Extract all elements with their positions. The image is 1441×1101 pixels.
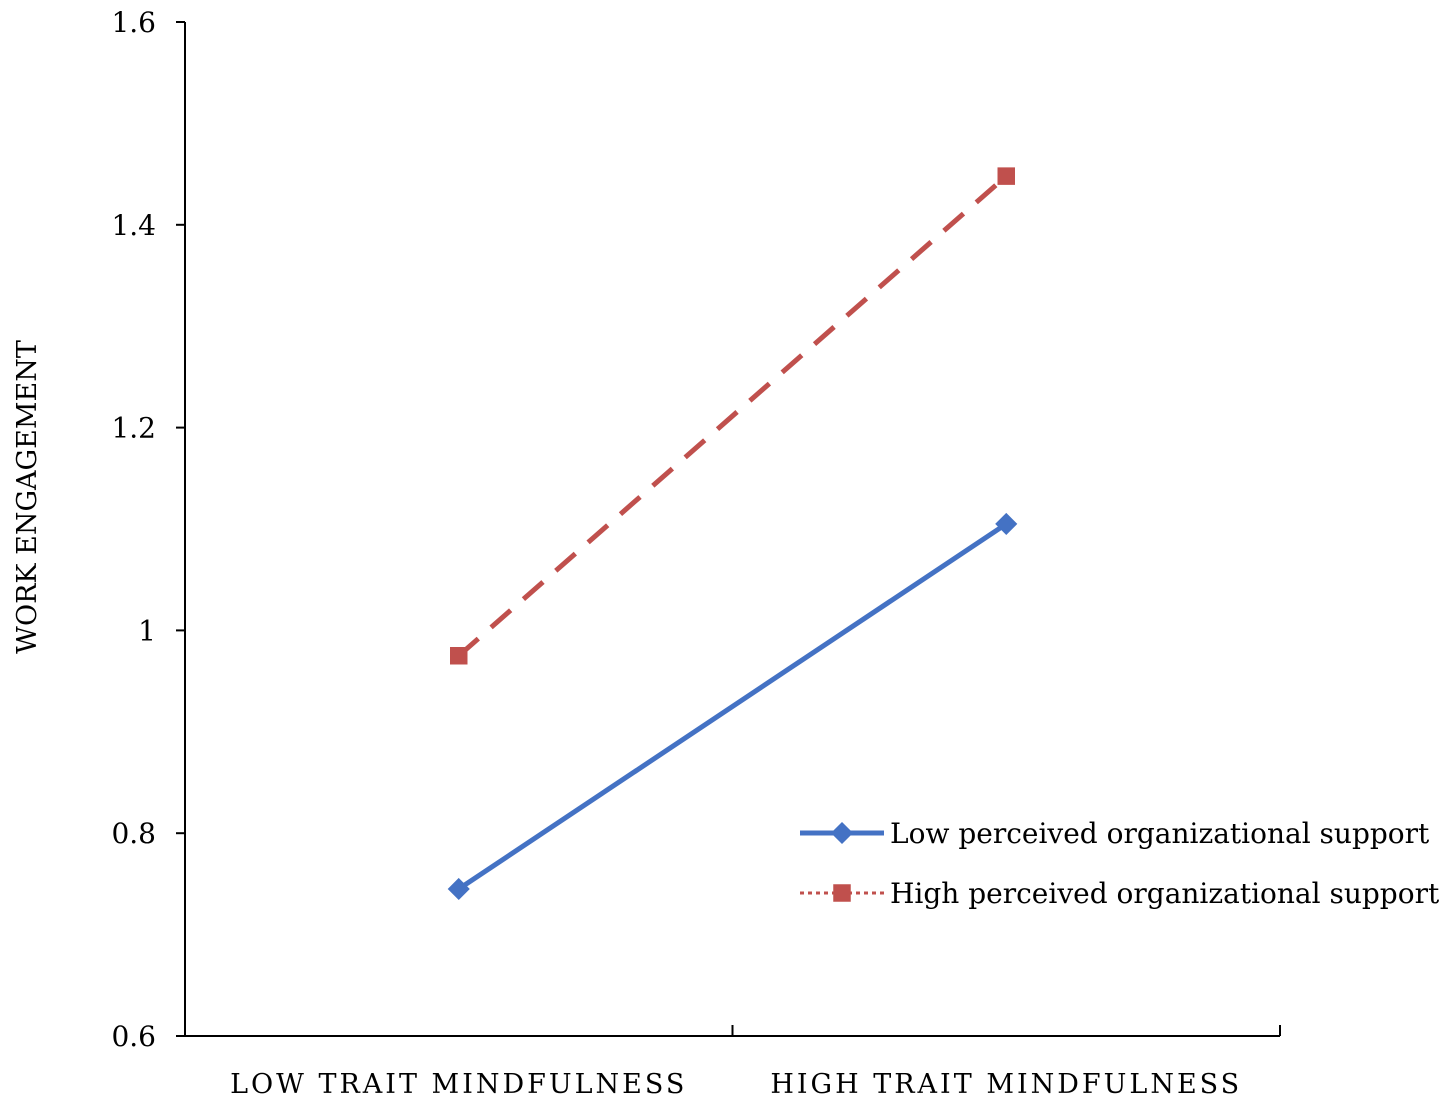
series-2 (450, 167, 1015, 665)
x-category-label: LOW TRAIT MINDFULNESS (230, 1069, 687, 1100)
y-tick-label: 1.4 (111, 209, 156, 242)
legend-item: Low perceived organizational support (800, 817, 1430, 850)
y-ticks: 0.6 0.8 1 1.2 1.4 1.6 (111, 6, 185, 1053)
y-tick-label: 1 (138, 614, 156, 647)
data-point-square (833, 884, 851, 902)
series-1 (447, 512, 1018, 901)
y-tick-label: 1.2 (111, 412, 156, 445)
data-point-square (997, 167, 1015, 185)
data-point-diamond (995, 512, 1018, 535)
y-tick-label: 0.6 (111, 1020, 156, 1053)
data-point-diamond (830, 821, 854, 845)
x-ticks: LOW TRAIT MINDFULNESS HIGH TRAIT MINDFULN… (184, 1025, 1281, 1100)
data-point-square (450, 647, 468, 665)
legend: Low perceived organizational support High… (800, 817, 1440, 910)
data-point-diamond (447, 877, 470, 901)
series-line (457, 521, 1008, 892)
y-tick-label: 0.8 (111, 817, 156, 850)
legend-label: Low perceived organizational support (890, 817, 1430, 850)
legend-item: High perceived organizational support (800, 877, 1440, 910)
legend-label: High perceived organizational support (890, 877, 1440, 910)
y-axis-title: WORK ENGAGEMENT (12, 340, 43, 654)
series-line (457, 174, 1008, 658)
x-category-label: HIGH TRAIT MINDFULNESS (770, 1069, 1242, 1100)
y-tick-label: 1.6 (111, 6, 156, 39)
series-group (447, 167, 1018, 901)
